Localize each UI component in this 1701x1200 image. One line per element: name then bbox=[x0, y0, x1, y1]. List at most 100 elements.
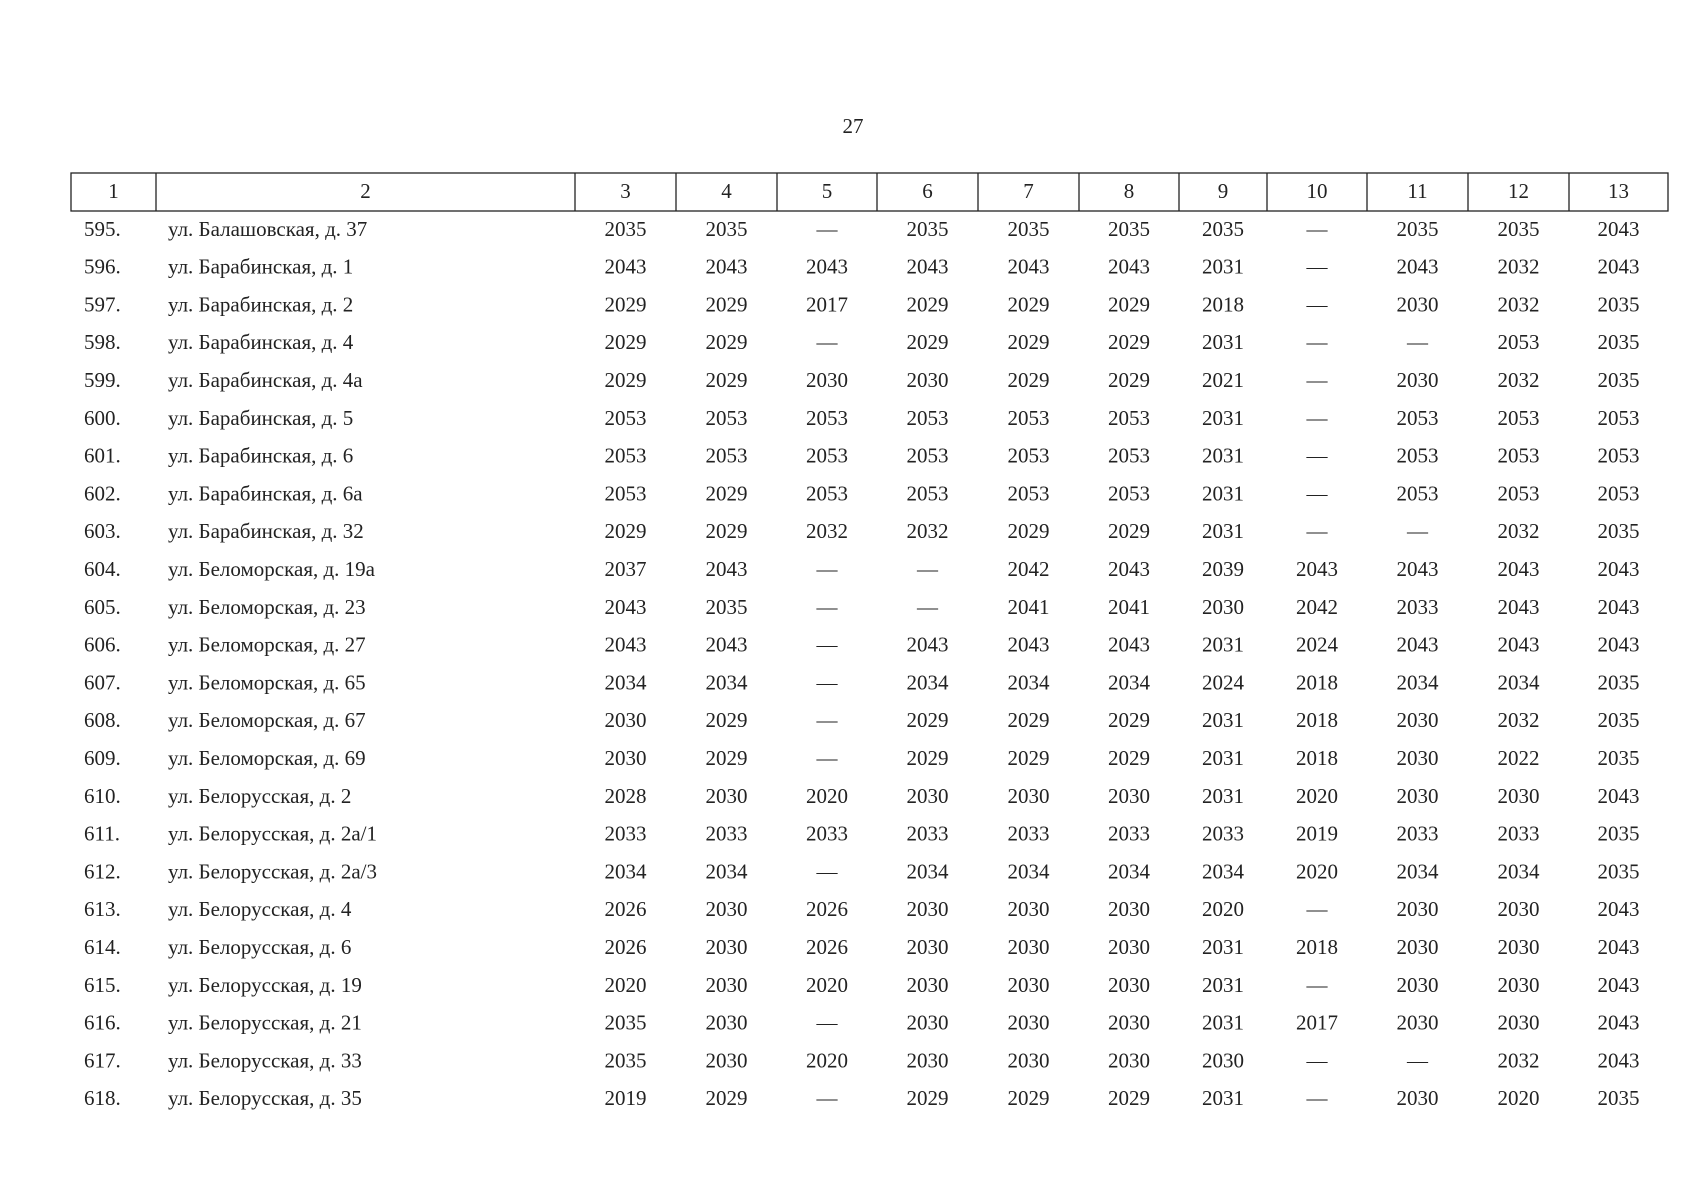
header-cell: 3 bbox=[620, 179, 631, 203]
address: ул. Белорусская, д. 2а/3 bbox=[168, 859, 377, 883]
year-cell: 2029 bbox=[907, 708, 949, 732]
year-cell: 2029 bbox=[605, 368, 647, 392]
year-cell: 2030 bbox=[1008, 1048, 1050, 1072]
year-cell: 2034 bbox=[1397, 670, 1440, 694]
year-cell: 2030 bbox=[1108, 897, 1150, 921]
year-cell: 2020 bbox=[605, 973, 647, 997]
year-cell: — bbox=[816, 557, 839, 581]
year-cell: 2053 bbox=[907, 481, 949, 505]
row-number: 615. bbox=[84, 973, 121, 997]
address: ул. Барабинская, д. 2 bbox=[168, 292, 353, 316]
row-number: 597. bbox=[84, 292, 121, 316]
year-cell: 2029 bbox=[706, 519, 748, 543]
year-cell: 2035 bbox=[1598, 822, 1640, 846]
year-cell: 2053 bbox=[1397, 406, 1439, 430]
year-cell: 2030 bbox=[907, 897, 949, 921]
year-cell: 2035 bbox=[1108, 217, 1150, 241]
address: ул. Барабинская, д. 32 bbox=[168, 519, 364, 543]
year-cell: 2042 bbox=[1008, 557, 1050, 581]
header-cell: 4 bbox=[721, 179, 732, 203]
year-cell: 2043 bbox=[706, 633, 748, 657]
year-cell: 2031 bbox=[1202, 935, 1244, 959]
year-cell: — bbox=[816, 1011, 839, 1035]
year-cell: 2031 bbox=[1202, 406, 1244, 430]
year-cell: 2043 bbox=[706, 255, 748, 279]
address: ул. Беломорская, д. 23 bbox=[168, 595, 366, 619]
year-cell: — bbox=[1306, 1048, 1329, 1072]
year-cell: — bbox=[1306, 217, 1329, 241]
year-cell: 2033 bbox=[1397, 595, 1439, 619]
row-number: 617. bbox=[84, 1048, 121, 1072]
year-cell: 2053 bbox=[907, 444, 949, 468]
year-cell: 2035 bbox=[605, 1011, 647, 1035]
year-cell: 2053 bbox=[1008, 406, 1050, 430]
year-cell: 2034 bbox=[1008, 859, 1051, 883]
year-cell: 2031 bbox=[1202, 255, 1244, 279]
address: ул. Балашовская, д. 37 bbox=[168, 217, 367, 241]
year-cell: 2033 bbox=[1498, 822, 1540, 846]
year-cell: 2020 bbox=[806, 1048, 848, 1072]
year-cell: 2043 bbox=[1008, 633, 1050, 657]
year-cell: 2035 bbox=[706, 217, 748, 241]
year-cell: 2030 bbox=[1008, 897, 1050, 921]
address: ул. Барабинская, д. 4а bbox=[168, 368, 363, 392]
row-number: 608. bbox=[84, 708, 121, 732]
year-cell: 2034 bbox=[706, 670, 749, 694]
year-cell: 2034 bbox=[907, 670, 950, 694]
year-cell: — bbox=[1306, 519, 1329, 543]
year-cell: 2032 bbox=[806, 519, 848, 543]
year-cell: 2031 bbox=[1202, 784, 1244, 808]
address: ул. Барабинская, д. 5 bbox=[168, 406, 353, 430]
year-cell: 2032 bbox=[1498, 368, 1540, 392]
header-cell: 10 bbox=[1307, 179, 1328, 203]
year-cell: 2043 bbox=[1598, 1011, 1640, 1035]
year-cell: 2029 bbox=[605, 519, 647, 543]
year-cell: 2029 bbox=[1108, 708, 1150, 732]
row-number: 618. bbox=[84, 1086, 121, 1110]
year-cell: — bbox=[1306, 292, 1329, 316]
year-cell: 2029 bbox=[1108, 292, 1150, 316]
year-cell: 2031 bbox=[1202, 973, 1244, 997]
year-cell: 2035 bbox=[1397, 217, 1439, 241]
year-cell: 2053 bbox=[806, 481, 848, 505]
year-cell: 2019 bbox=[605, 1086, 647, 1110]
year-cell: 2053 bbox=[706, 406, 748, 430]
year-cell: 2030 bbox=[1108, 973, 1150, 997]
row-number: 595. bbox=[84, 217, 121, 241]
year-cell: 2043 bbox=[605, 595, 647, 619]
year-cell: 2028 bbox=[605, 784, 647, 808]
year-cell: 2029 bbox=[1108, 368, 1150, 392]
year-cell: — bbox=[1406, 1048, 1429, 1072]
row-number: 612. bbox=[84, 859, 121, 883]
year-cell: 2018 bbox=[1296, 670, 1338, 694]
year-cell: — bbox=[1306, 481, 1329, 505]
header-cell: 9 bbox=[1218, 179, 1229, 203]
year-cell: 2043 bbox=[1598, 1048, 1640, 1072]
year-cell: 2053 bbox=[1598, 406, 1640, 430]
year-cell: 2030 bbox=[1397, 708, 1439, 732]
year-cell: 2021 bbox=[1202, 368, 1244, 392]
year-cell: 2035 bbox=[1598, 519, 1640, 543]
year-cell: 2035 bbox=[1598, 1086, 1640, 1110]
header-cell: 5 bbox=[822, 179, 833, 203]
year-cell: 2030 bbox=[1397, 973, 1439, 997]
year-cell: 2030 bbox=[1008, 973, 1050, 997]
year-cell: — bbox=[916, 595, 939, 619]
year-cell: 2031 bbox=[1202, 444, 1244, 468]
year-cell: 2034 bbox=[605, 670, 648, 694]
year-cell: 2037 bbox=[605, 557, 647, 581]
year-cell: 2030 bbox=[1397, 746, 1439, 770]
year-cell: 2020 bbox=[806, 784, 848, 808]
year-cell: — bbox=[1306, 368, 1329, 392]
row-number: 611. bbox=[84, 822, 120, 846]
year-cell: 2053 bbox=[1498, 444, 1540, 468]
year-cell: 2034 bbox=[1108, 670, 1151, 694]
year-cell: 2020 bbox=[1202, 897, 1244, 921]
year-cell: 2043 bbox=[806, 255, 848, 279]
year-cell: 2053 bbox=[1108, 481, 1150, 505]
year-cell: 2035 bbox=[1598, 708, 1640, 732]
year-cell: 2020 bbox=[1296, 859, 1338, 883]
row-number: 601. bbox=[84, 444, 121, 468]
year-cell: 2043 bbox=[1108, 255, 1150, 279]
year-cell: 2043 bbox=[1598, 897, 1640, 921]
